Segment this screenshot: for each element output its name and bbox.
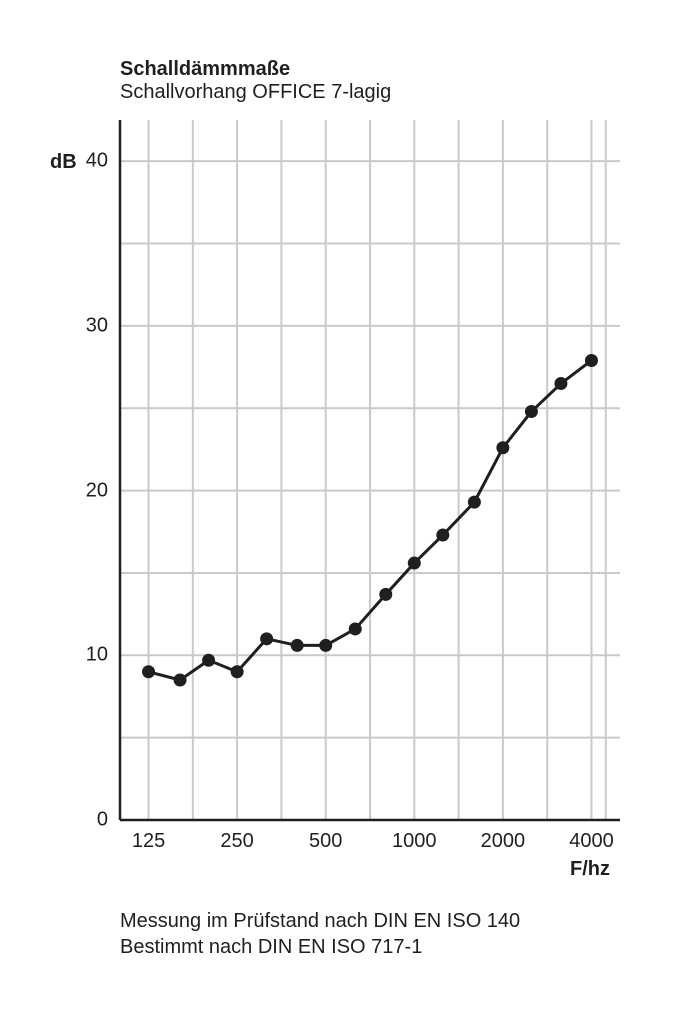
chart-page: Schalldämmmaße Schallvorhang OFFICE 7-la…	[0, 0, 695, 1024]
tick-label: 40	[86, 150, 108, 173]
tick-label: 20	[86, 479, 108, 502]
tick-label: 0	[97, 809, 108, 832]
tick-label: 30	[86, 314, 108, 337]
tick-label: 2000	[481, 830, 526, 853]
tick-label: 125	[132, 830, 165, 853]
y-axis-label: dB	[50, 151, 77, 174]
x-axis-label: F/hz	[570, 858, 610, 881]
tick-label: 500	[309, 830, 342, 853]
footer-line-1: Messung im Prüfstand nach DIN EN ISO 140	[120, 910, 520, 933]
tick-label: 4000	[569, 830, 614, 853]
footer-line-2: Bestimmt nach DIN EN ISO 717-1	[120, 936, 422, 959]
tick-label: 10	[86, 644, 108, 667]
tick-label: 1000	[392, 830, 437, 853]
tick-label: 250	[220, 830, 253, 853]
